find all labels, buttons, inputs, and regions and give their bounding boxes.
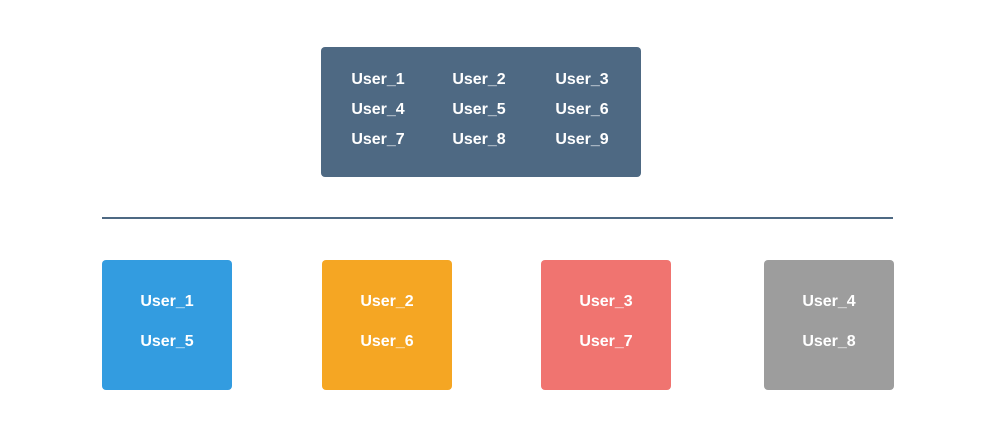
source-user-label: User_2	[452, 71, 506, 88]
bucket-user-label: User_4	[802, 293, 856, 310]
bucket-user-label: User_1	[140, 293, 194, 310]
source-user-label: User_7	[351, 131, 405, 148]
bucket-1: User_1 User_5	[102, 260, 232, 390]
divider-line	[102, 217, 893, 219]
bucket-2: User_2 User_6	[322, 260, 452, 390]
bucket-user-label: User_7	[579, 333, 633, 350]
source-user-label: User_9	[555, 131, 609, 148]
bucket-user-label: User_3	[579, 293, 633, 310]
source-user-label: User_8	[452, 131, 506, 148]
source-user-label: User_1	[351, 71, 405, 88]
bucket-user-label: User_2	[360, 293, 414, 310]
source-user-label: User_3	[555, 71, 609, 88]
source-user-label: User_6	[555, 101, 609, 118]
bucket-user-label: User_8	[802, 333, 856, 350]
bucket-3: User_3 User_7	[541, 260, 671, 390]
source-user-label: User_5	[452, 101, 506, 118]
source-user-box: User_1 User_2 User_3 User_4 User_5 User_…	[321, 47, 641, 177]
source-user-label: User_4	[351, 101, 405, 118]
bucket-user-label: User_6	[360, 333, 414, 350]
bucket-user-label: User_5	[140, 333, 194, 350]
bucket-4: User_4 User_8	[764, 260, 894, 390]
